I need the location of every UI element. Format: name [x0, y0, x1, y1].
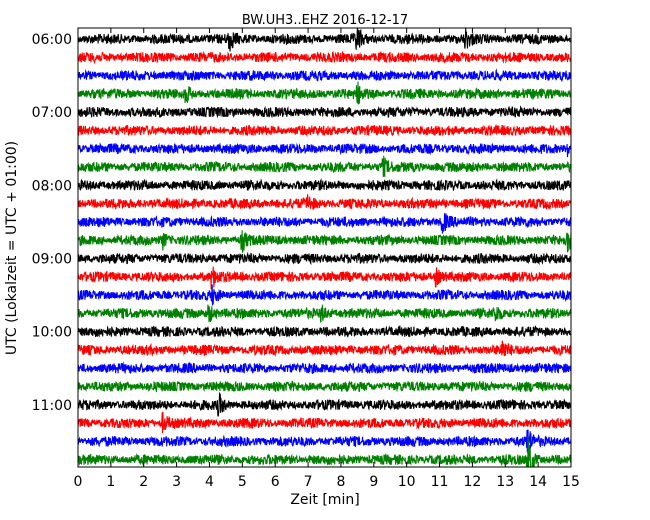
plot-area: 0 1 2 3 4 5 6 7 8 9 10 11 12 13 14 1506:0007:0008:0009:…	[32, 27, 580, 490]
trace-line-22	[78, 429, 571, 453]
y-tick-label-0: 06:00	[32, 32, 72, 48]
x-tick-label-13: 13	[496, 474, 514, 490]
x-tick-label-4: 4	[205, 474, 214, 490]
x-tick-label-2: 2	[139, 474, 148, 490]
trace-line-3	[78, 81, 571, 105]
traces-group	[78, 28, 571, 467]
trace-line-1	[78, 50, 571, 65]
trace-line-2	[78, 68, 571, 83]
x-tick-label-8: 8	[336, 474, 345, 490]
trace-line-0	[78, 28, 571, 52]
x-tick-label-15: 15	[562, 474, 580, 490]
trace-line-23	[78, 436, 571, 467]
y-tick-label-1: 07:00	[32, 105, 72, 121]
plot-frame	[77, 27, 572, 468]
trace-line-20	[78, 391, 571, 417]
trace-line-8	[78, 178, 571, 192]
x-tick-label-1: 1	[106, 474, 115, 490]
trace-line-7	[78, 155, 571, 178]
trace-line-4	[78, 105, 571, 119]
trace-line-18	[78, 361, 571, 375]
chart-title: BW.UH3..EHZ 2016-12-17	[242, 13, 408, 28]
trace-line-11	[78, 230, 571, 253]
y-axis-label: UTC (Lokalzeit = UTC + 01:00)	[4, 141, 20, 355]
y-tick-label-5: 11:00	[32, 398, 72, 414]
x-axis-label: Zeit [min]	[290, 492, 359, 508]
x-tick-label-6: 6	[271, 474, 280, 490]
y-tick-label-2: 08:00	[32, 178, 72, 194]
trace-line-17	[78, 340, 571, 358]
trace-line-15	[78, 304, 571, 323]
trace-line-19	[78, 380, 571, 393]
trace-line-12	[78, 251, 571, 266]
trace-line-21	[78, 411, 571, 434]
trace-line-5	[78, 123, 571, 138]
x-tick-label-5: 5	[238, 474, 247, 490]
x-tick-label-9: 9	[369, 474, 378, 490]
trace-line-14	[78, 284, 571, 306]
trace-line-13	[78, 266, 571, 290]
x-tick-label-12: 12	[463, 474, 481, 490]
trace-line-9	[78, 194, 571, 211]
x-tick-label-7: 7	[304, 474, 313, 490]
x-tick-label-3: 3	[172, 474, 181, 490]
trace-line-6	[78, 142, 571, 158]
x-tick-label-14: 14	[529, 474, 547, 490]
trace-line-16	[78, 325, 571, 338]
trace-line-10	[78, 213, 571, 234]
y-tick-label-4: 10:00	[32, 325, 72, 341]
x-tick-label-10: 10	[398, 474, 416, 490]
y-tick-label-3: 09:00	[32, 251, 72, 267]
x-tick-label-0: 0	[74, 474, 83, 490]
x-tick-label-11: 11	[431, 474, 449, 490]
